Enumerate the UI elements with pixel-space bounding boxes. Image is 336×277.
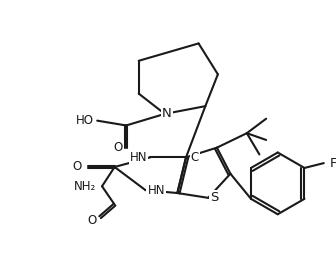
Text: HO: HO [76,114,94,127]
Text: HN: HN [148,184,165,197]
Text: O: O [114,141,123,154]
Text: O: O [87,214,96,227]
Text: NH₂: NH₂ [74,180,96,193]
Text: HN: HN [130,151,148,164]
Text: N: N [162,107,172,120]
Text: C: C [191,151,199,164]
Text: O: O [73,160,82,173]
Text: S: S [210,191,218,204]
Text: F: F [330,157,336,170]
